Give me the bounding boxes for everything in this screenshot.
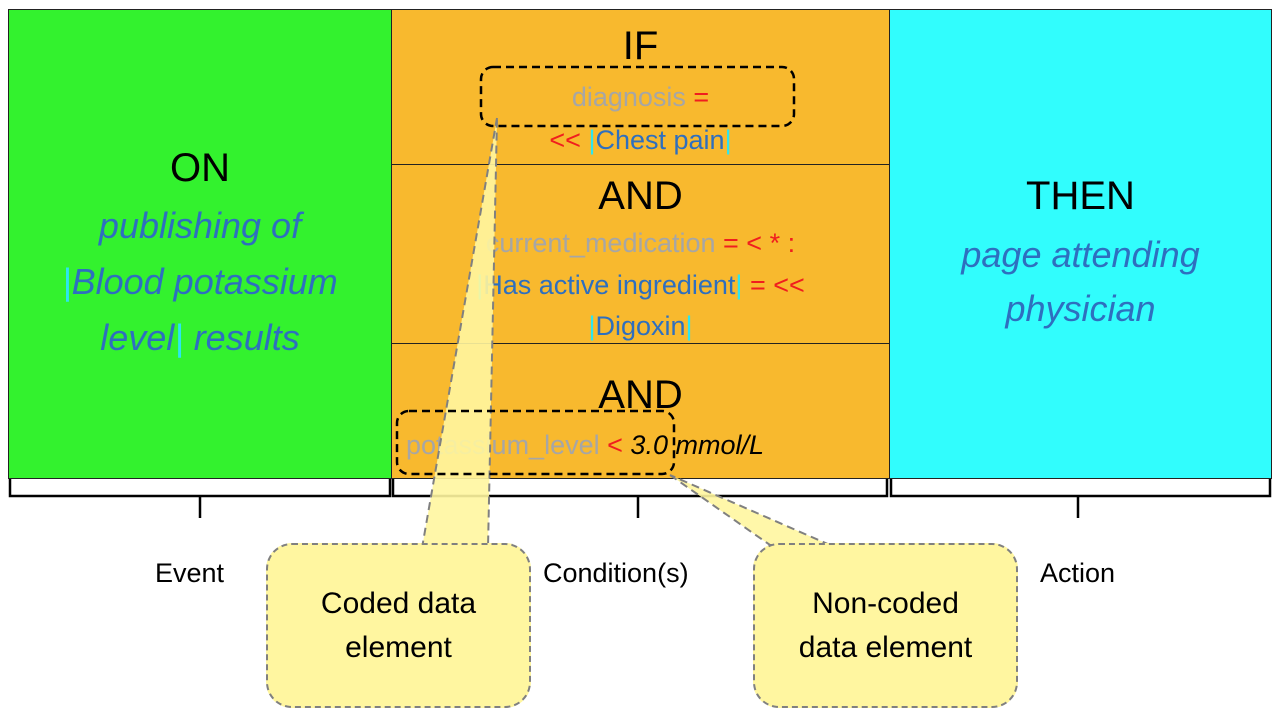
event-concept: Blood potassium (71, 261, 338, 302)
action-label: Action (1040, 558, 1116, 588)
coded-callout-tail (420, 117, 498, 549)
event-panel: ON publishing of |Blood potassium level|… (8, 9, 392, 479)
condition-if-section: IF diagnosis = << |Chest pain| (392, 10, 889, 165)
event-line-1: publishing of (98, 205, 302, 246)
noncoded-element-highlight (395, 409, 676, 476)
event-line-2: |Blood potassium (62, 261, 338, 302)
diagnosis-operator: = (693, 82, 710, 112)
condition-brace (391, 479, 889, 518)
coded-callout-text: Coded data element (320, 586, 477, 664)
relation-operator: = << (749, 270, 805, 300)
condition-label: Condition(s) (543, 558, 689, 588)
condition-and-section-2: AND potassium_level < 3.0 mmol/L (392, 343, 889, 479)
action-panel: THEN page attending physician (889, 9, 1272, 479)
digoxin-concept: Digoxin (595, 311, 686, 341)
event-concept-cont: level (100, 317, 175, 358)
less-than-operator: < (607, 430, 623, 460)
and-keyword-2: AND (598, 373, 683, 417)
medication-attribute: current_medication (485, 228, 716, 258)
event-line-3: level| results (100, 317, 300, 358)
event-brace (8, 479, 392, 518)
noncoded-data-element-callout: Non-coded data element (753, 543, 1018, 708)
action-keyword: THEN (1026, 174, 1135, 218)
medication-operator: = < * : (723, 228, 796, 258)
action-line-1: page attending (961, 234, 1200, 275)
action-description: page attending physician (890, 228, 1271, 336)
noncoded-callout-tail (669, 474, 831, 546)
chest-pain-concept: Chest pain (595, 125, 725, 155)
action-line-2: physician (1005, 288, 1156, 329)
descendant-operator: << (549, 125, 581, 155)
event-label: Event (155, 558, 225, 588)
active-ingredient-relation: Has active ingredient (483, 270, 736, 300)
and-keyword-1: AND (598, 174, 683, 218)
noncoded-callout-text: Non-coded data element (798, 586, 973, 664)
diagnosis-attribute: diagnosis (571, 82, 686, 112)
event-description: publishing of |Blood potassium level| re… (9, 198, 391, 366)
threshold-value: 3.0 mmol/L (630, 430, 764, 460)
condition-panel: IF diagnosis = << |Chest pain| AND curre… (391, 9, 890, 479)
if-keyword: IF (622, 24, 659, 68)
coded-data-element-callout: Coded data element (266, 543, 531, 708)
coded-element-highlight (479, 65, 796, 128)
event-suffix: results (193, 317, 300, 358)
event-keyword: ON (170, 146, 230, 190)
action-brace (889, 479, 1272, 518)
condition-and-section-1: AND current_medication = < * : |Has acti… (392, 164, 889, 344)
